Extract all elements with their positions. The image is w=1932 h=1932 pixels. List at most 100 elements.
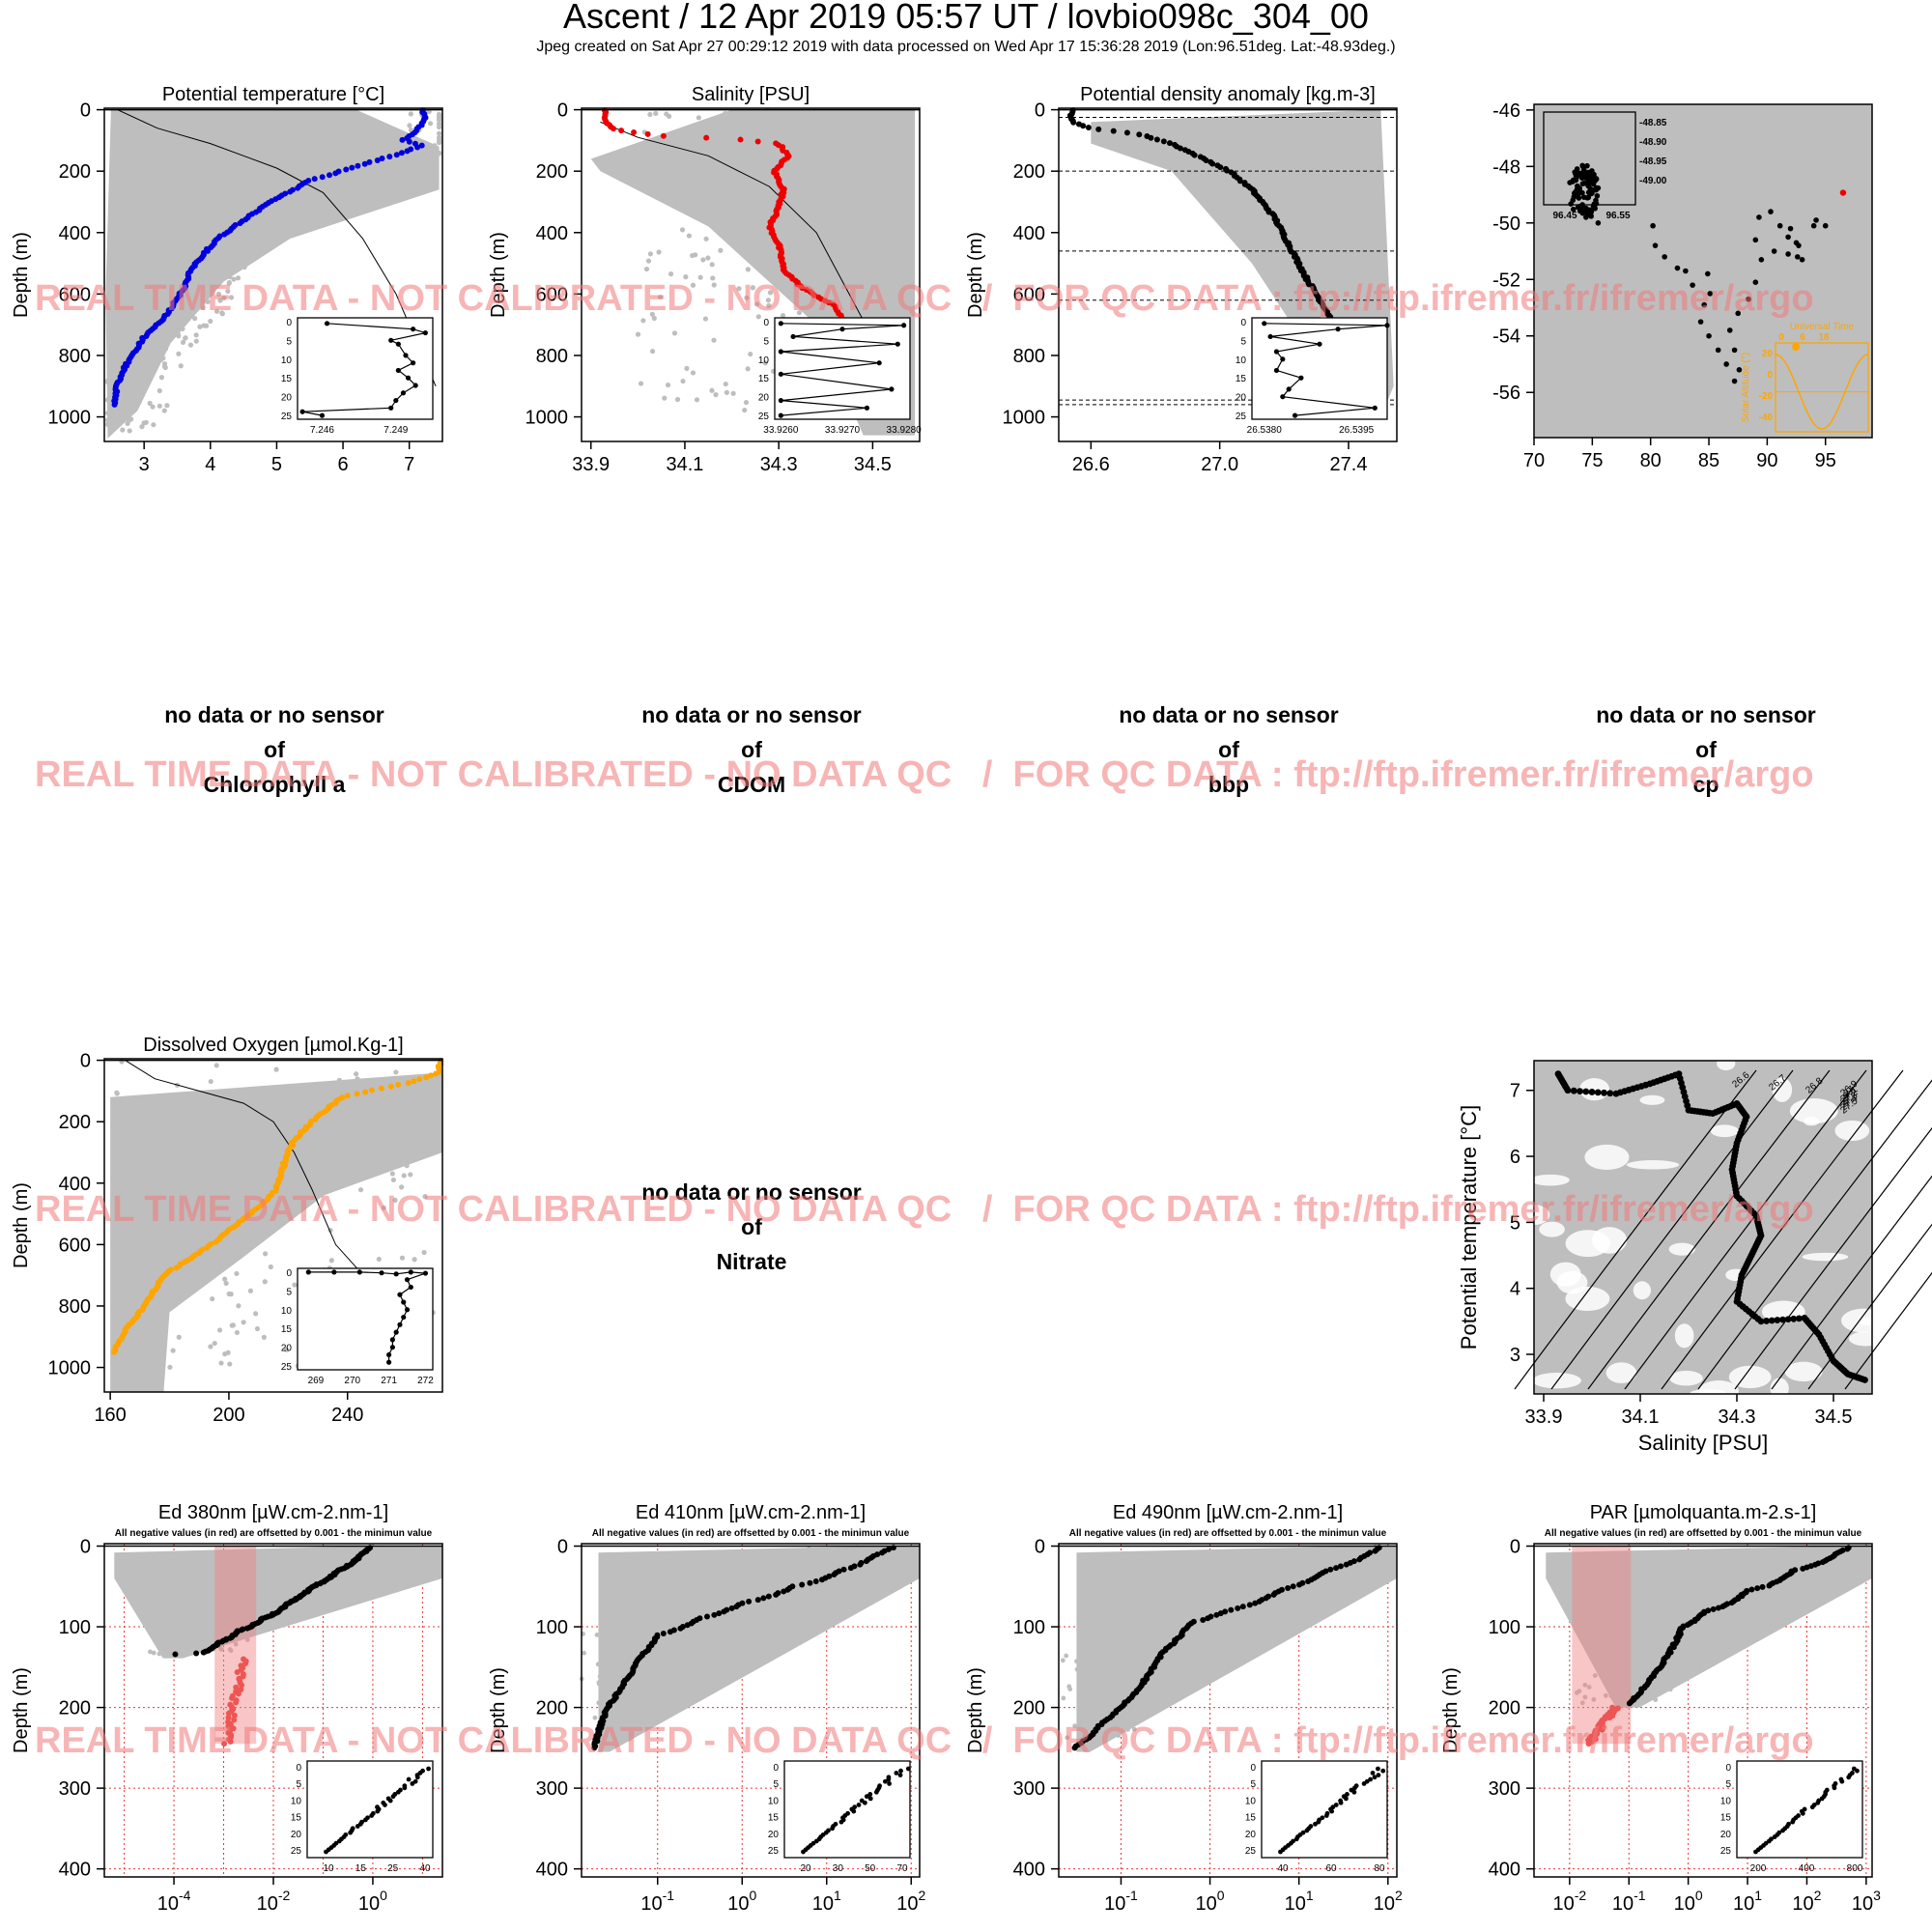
- ed380-history-point: [255, 1597, 261, 1603]
- temperature-history-point: [427, 121, 434, 127]
- oxygen-history-point: [225, 1350, 231, 1355]
- ed490-profile-point: [1200, 1617, 1207, 1624]
- density-ytick-label: 800: [1013, 346, 1045, 367]
- salinity-history-point: [703, 236, 709, 242]
- density-inset-point: [1372, 405, 1378, 411]
- ed380-history-point: [194, 1645, 200, 1651]
- temperature-title: Potential temperature [°C]: [162, 84, 384, 105]
- ed490-inset-point: [1304, 1828, 1310, 1833]
- map-track-point: [1785, 251, 1791, 257]
- ed410-history-point: [706, 1598, 712, 1604]
- oxygen-inset-point: [379, 1270, 384, 1276]
- oxygen-history-point: [148, 1179, 154, 1184]
- temperature-history-point: [228, 295, 235, 300]
- oxygen-history-point: [354, 1155, 359, 1161]
- map-track-point: [1768, 209, 1774, 214]
- density-xtick-label: 27.0: [1201, 454, 1238, 475]
- ed380-history-point: [203, 1643, 209, 1649]
- ed410-profile-point: [807, 1579, 813, 1586]
- salinity-history-point: [645, 258, 652, 264]
- density-inset-point: [1280, 356, 1286, 362]
- ed490-inset-point: [1343, 1796, 1349, 1802]
- density-inset-point: [1286, 386, 1292, 392]
- oxygen-history-point: [218, 1222, 224, 1228]
- salinity-history-point: [700, 257, 706, 263]
- temperature-profile-point: [393, 152, 400, 158]
- ed380-history-point: [376, 1557, 382, 1562]
- salinity-history-point: [884, 233, 890, 239]
- oxygen-history-point: [269, 1172, 274, 1178]
- ed410-history-point: [672, 1640, 678, 1645]
- map-track-point: [1683, 268, 1689, 274]
- ed490-history-point: [1189, 1603, 1195, 1608]
- par-profile-point: [1728, 1600, 1735, 1606]
- oxygen-history-point: [432, 1109, 438, 1115]
- ed490-history-point: [1183, 1616, 1188, 1622]
- oxygen-history-point: [247, 1288, 254, 1293]
- salinity-history-point: [709, 204, 715, 210]
- temperature-history-point: [436, 130, 442, 136]
- header-title: Ascent / 12 Apr 2019 05:57 UT / lovbio09…: [563, 0, 1369, 36]
- temperature-history-point: [240, 253, 245, 259]
- salinity-history-point: [702, 316, 709, 322]
- map-track-point: [1752, 279, 1759, 285]
- par-history-point: [1833, 1546, 1838, 1551]
- ed410-title: Ed 410nm [µW.cm-2.nm-1]: [636, 1502, 866, 1523]
- map-track-point: [1580, 194, 1587, 200]
- par-history-point: [1615, 1686, 1621, 1691]
- density-profile-point: [1160, 138, 1167, 145]
- par-history-point: [1709, 1587, 1715, 1593]
- temperature-history-point: [104, 417, 111, 423]
- oxygen-inset-point: [401, 1314, 407, 1321]
- ed380-history-point: [213, 1614, 219, 1619]
- ed410-inset-ytick-label: 15: [768, 1813, 780, 1824]
- density-inset-point: [1292, 412, 1298, 418]
- ts-profile-point: [1784, 1316, 1792, 1323]
- ed490-history-point: [1120, 1629, 1124, 1634]
- ed490-history-point: [1105, 1617, 1110, 1623]
- par-history-point: [1634, 1651, 1640, 1657]
- ed490-history-envelope: [1076, 1546, 1397, 1752]
- oxygen-inset-point: [389, 1337, 395, 1343]
- oxygen-history-point: [230, 1179, 236, 1184]
- density-frame: [1058, 107, 1398, 442]
- ed410-history-point: [855, 1549, 861, 1555]
- ts-history-gap: [1710, 1124, 1739, 1138]
- temperature-inset-point: [403, 353, 409, 358]
- ed410-history-point: [828, 1559, 834, 1565]
- ed490-history-point: [1231, 1574, 1236, 1579]
- ed410-profile-point: [857, 1561, 864, 1568]
- map-track-point: [1701, 301, 1708, 308]
- ed410-inset-point: [897, 1773, 903, 1778]
- ed490-history-point: [1060, 1658, 1065, 1663]
- ed410-history-point: [640, 1620, 646, 1626]
- ed410-profile-point: [781, 1588, 787, 1595]
- par-history-point: [1638, 1670, 1644, 1676]
- oxygen-inset-point: [397, 1292, 403, 1297]
- ed490-history-point: [1279, 1602, 1284, 1607]
- nodata-line1: no data or no sensor: [641, 1179, 862, 1205]
- ed490-profile-point: [1239, 1604, 1246, 1610]
- temperature-history-point: [245, 223, 252, 230]
- salinity-history-point: [796, 250, 802, 256]
- ed410-inset-ytick-label: 25: [768, 1846, 780, 1857]
- oxygen-ytick-label: 0: [80, 1051, 91, 1072]
- ed380-profile-point: [172, 1651, 179, 1658]
- oxygen-inset-xtick-label: 269: [308, 1376, 325, 1386]
- oxygen-profile-point: [344, 1093, 351, 1099]
- temperature-history-point: [387, 131, 394, 137]
- ed490-profile-point: [1333, 1565, 1340, 1572]
- temperature-profile-point: [379, 156, 385, 162]
- par-history-point: [1591, 1696, 1597, 1702]
- oxygen-history-point: [156, 1107, 161, 1113]
- density-ytick-label: 200: [1013, 161, 1045, 183]
- temperature-profile-point: [366, 158, 373, 165]
- map-ytick-label: -48: [1492, 156, 1520, 178]
- oxygen-inset-ytick-label: 15: [281, 1324, 293, 1335]
- ed490-inset-ytick-label: 20: [1245, 1830, 1257, 1840]
- ed380-ylabel: Depth (m): [11, 1667, 32, 1753]
- temperature-history-point: [136, 356, 142, 363]
- par-history-point: [1692, 1596, 1697, 1601]
- temperature-inset-point: [395, 341, 401, 347]
- ed490-history-point: [1186, 1640, 1192, 1646]
